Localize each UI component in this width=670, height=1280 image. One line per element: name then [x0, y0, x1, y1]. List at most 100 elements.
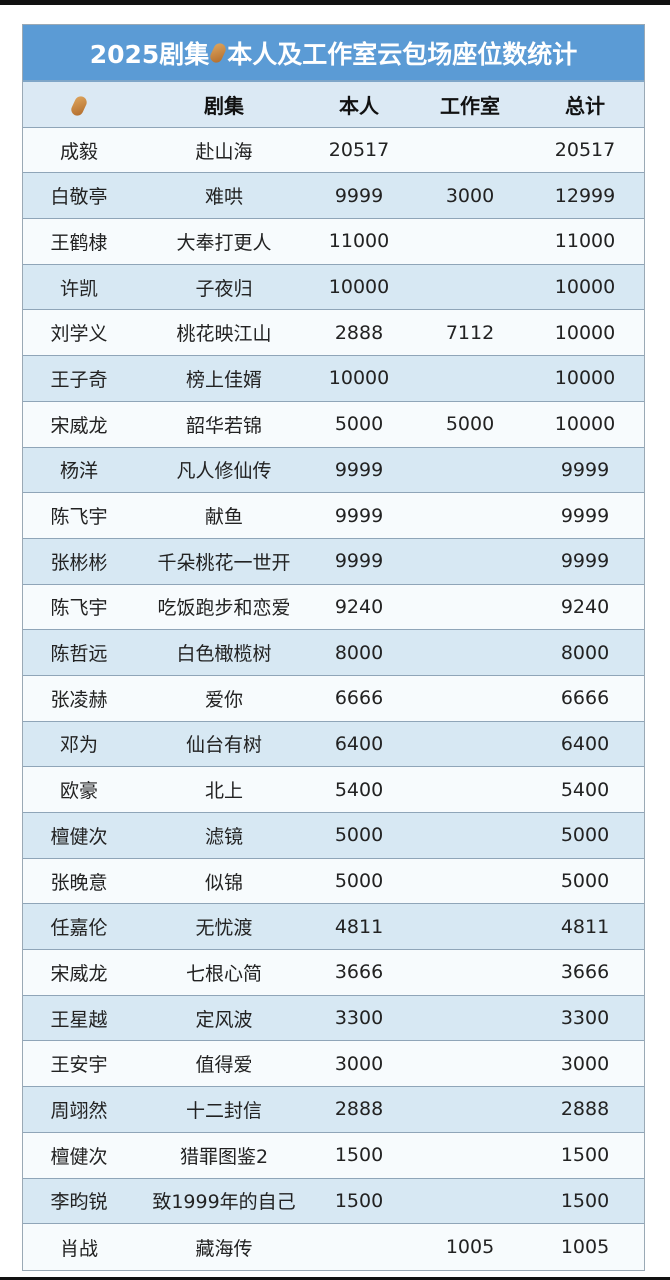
- cell-series: 猎罪图鉴2: [179, 1145, 269, 1168]
- cell-name: 张彬彬: [50, 551, 108, 574]
- table-row: 张彬彬 千朵桃花一世开 9999 9999: [23, 538, 644, 585]
- cell-name: 张晚意: [50, 871, 108, 894]
- cell-total: 10000: [554, 321, 616, 344]
- cell-name: 白敬亭: [50, 186, 108, 209]
- cell-total: 11000: [554, 230, 616, 253]
- cell-series: 仙台有树: [185, 734, 262, 757]
- cell-self: 5000: [334, 870, 384, 893]
- cell-total: 9240: [560, 595, 610, 618]
- table-row: 许凯 子夜归 10000 10000: [23, 264, 644, 311]
- table-row: 刘学义 桃花映江山 2888 7112 10000: [23, 310, 644, 357]
- cell-total: 1005: [560, 1236, 610, 1259]
- cell-series: 北上: [204, 780, 243, 803]
- cell-studio: 3000: [445, 184, 495, 207]
- cell-self: 10000: [328, 276, 390, 299]
- cell-self: 11000: [328, 230, 390, 253]
- table-title: 2025剧集 本人及工作室云包场座位数统计: [23, 25, 644, 82]
- cell-total: 12999: [554, 184, 616, 207]
- cell-name: 王子奇: [50, 368, 108, 391]
- top-border: [0, 0, 670, 5]
- cell-series: 定风波: [195, 1008, 253, 1031]
- table-row: 檀健次 猎罪图鉴2 1500 1500: [23, 1132, 644, 1179]
- cell-total: 6400: [560, 732, 610, 755]
- cell-name: 宋威龙: [50, 414, 108, 437]
- cell-series: 千朵桃花一世开: [157, 551, 291, 574]
- cell-name: 周翊然: [50, 1099, 108, 1122]
- cell-name: 肖战: [59, 1237, 98, 1260]
- cell-self: 9240: [334, 595, 384, 618]
- peanut-icon: [69, 94, 89, 118]
- table-row: 王鹤棣 大奉打更人 11000 11000: [23, 219, 644, 265]
- table-body: 成毅 赴山海 20517 20517 白敬亭 难哄 9999 3000 12999 王鹤棣 大奉打更…: [23, 127, 644, 1270]
- cell-studio: 7112: [445, 321, 495, 344]
- table-row: 陈飞宇 献鱼 9999 9999: [23, 493, 644, 539]
- table-row: 宋威龙 韶华若锦 5000 5000 10000: [23, 401, 644, 448]
- cell-total: 20517: [554, 139, 616, 162]
- cell-total: 8000: [560, 641, 610, 664]
- table-row: 邓为 仙台有树 6400 6400: [23, 721, 644, 768]
- cell-total: 2888: [560, 1098, 610, 1121]
- table-row: 白敬亭 难哄 9999 3000 12999: [23, 173, 644, 220]
- cell-total: 10000: [554, 413, 616, 436]
- cell-total: 3300: [560, 1007, 610, 1030]
- cell-self: 1500: [334, 1189, 384, 1212]
- title-prefix: 2025剧集: [89, 39, 210, 69]
- cell-series: 韶华若锦: [185, 414, 262, 437]
- table-row: 王子奇 榜上佳婿 10000 10000: [23, 356, 644, 402]
- table-row: 王安宇 值得爱 3000 3000: [23, 1041, 644, 1088]
- cell-total: 3666: [560, 961, 610, 984]
- cell-name: 张凌赫: [50, 688, 108, 711]
- table-row: 肖战 藏海传 1005 1005: [23, 1224, 644, 1270]
- cell-name: 李昀锐: [50, 1191, 108, 1214]
- cell-self: 10000: [328, 367, 390, 390]
- header-row: 剧集 本人 工作室 总计: [23, 82, 644, 128]
- cell-self: 2888: [334, 1098, 384, 1121]
- peanut-icon: [208, 40, 228, 65]
- cell-name: 杨洋: [59, 460, 98, 483]
- cell-series: 大奉打更人: [176, 231, 272, 254]
- title-suffix: 本人及工作室云包场座位数统计: [227, 39, 578, 69]
- cell-total: 5000: [560, 824, 610, 847]
- cell-total: 1500: [560, 1144, 610, 1167]
- table-row: 任嘉伦 无忧渡 4811 4811: [23, 904, 644, 951]
- cell-series: 白色橄榄树: [176, 643, 272, 666]
- cell-self: 3666: [334, 961, 384, 984]
- cell-total: 6666: [560, 687, 610, 710]
- cell-series: 赴山海: [195, 140, 253, 163]
- cell-self: 6666: [334, 687, 384, 710]
- header-name-col: [23, 92, 135, 118]
- cell-name: 宋威龙: [50, 962, 108, 985]
- table-row: 宋威龙 七根心简 3666 3666: [23, 950, 644, 996]
- cell-self: 4811: [334, 915, 384, 938]
- cell-self: 5000: [334, 824, 384, 847]
- cell-series: 致1999年的自己: [152, 1191, 296, 1214]
- cell-series: 桃花映江山: [176, 323, 272, 346]
- cell-series: 吃饭跑步和恋爱: [157, 597, 291, 620]
- cell-total: 10000: [554, 276, 616, 299]
- cell-series: 十二封信: [185, 1099, 262, 1122]
- cell-series: 滤镜: [204, 825, 243, 848]
- cell-self: 20517: [328, 139, 390, 162]
- cell-name: 檀健次: [50, 1145, 108, 1168]
- cell-total: 5400: [560, 778, 610, 801]
- cell-self: 9999: [334, 550, 384, 573]
- cell-self: 9999: [334, 458, 384, 481]
- cell-name: 檀健次: [50, 825, 108, 848]
- cell-series: 值得爱: [195, 1054, 253, 1077]
- cell-series: 凡人修仙传: [176, 460, 272, 483]
- cell-name: 王鹤棣: [50, 231, 108, 254]
- cell-name: 欧豪: [59, 780, 98, 803]
- cell-total: 10000: [554, 367, 616, 390]
- table-row: 张凌赫 爱你 6666 6666: [23, 675, 644, 722]
- cell-series: 无忧渡: [195, 917, 253, 940]
- table-row: 李昀锐 致1999年的自己 1500 1500: [23, 1178, 644, 1225]
- cell-series: 难哄: [204, 186, 243, 209]
- cell-name: 邓为: [59, 734, 98, 757]
- header-studio: 工作室: [440, 93, 500, 118]
- cell-series: 似锦: [204, 871, 243, 894]
- table-row: 成毅 赴山海 20517 20517: [23, 127, 644, 174]
- cell-self: 9999: [334, 184, 384, 207]
- header-series: 剧集: [204, 93, 244, 118]
- cell-name: 成毅: [59, 140, 98, 163]
- cell-self: 1500: [334, 1144, 384, 1167]
